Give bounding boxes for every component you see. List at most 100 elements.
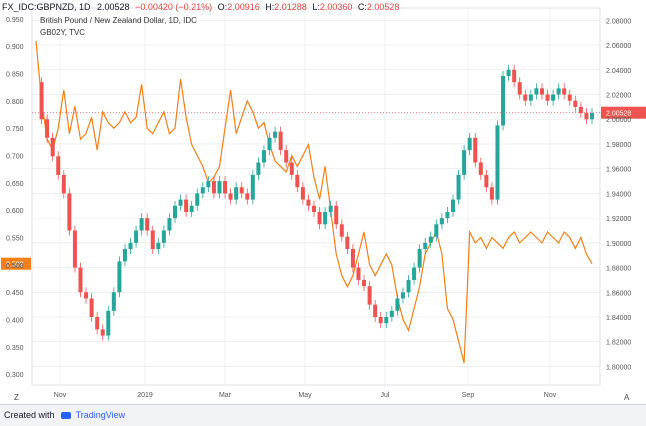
right-tick-label: 1.92000 [606,216,631,223]
candle-body [256,162,261,175]
right-tick-label: 2.08000 [606,18,631,25]
candle-body [384,317,389,324]
low-label: L: [312,2,320,12]
candle-body [106,310,111,336]
last-price: 2.00528 [97,2,130,12]
pair-name: British Pound / New Zealand Dollar, 1D, … [40,16,197,25]
high-label: H: [265,2,275,12]
grid [31,7,601,386]
candle-body [173,205,177,219]
candle-body [122,249,127,262]
right-tick-label: 2.04000 [606,68,631,75]
candle-body [84,292,89,299]
candle-body [161,230,166,243]
candle-body [217,181,222,194]
left-tick-label: 0.550 [6,235,24,242]
right-tick-label: 2.00000 [606,117,631,124]
left-tick-label: 0.500 [6,263,24,270]
right-tick-label: 1.86000 [606,290,631,297]
candle-body [373,304,378,318]
left-tick-label: 0.350 [6,345,24,352]
right-tick-label: 1.94000 [606,191,631,198]
candle-body [100,329,105,336]
candle-body [445,211,450,219]
candlestick-series [39,64,594,341]
candle-body [150,230,155,250]
zoom-button[interactable]: Z [14,393,19,402]
candle-body [167,218,172,231]
candle-body [89,298,94,318]
overlay-value-label: 0.502 [6,262,24,269]
symbol-title[interactable]: FX_IDC:GBPNZD, 1D [2,2,91,12]
left-tick-label: 0.300 [6,372,24,379]
candle-body [567,94,572,101]
candle-body [50,137,55,157]
auto-scale-button[interactable]: A [624,393,630,402]
candle-body [412,267,417,280]
candle-body [278,131,283,151]
x-tick-label: Mar [219,392,232,399]
low-value: 2.00360 [319,2,353,12]
candle-body [423,242,428,250]
right-tick-label: 1.84000 [606,315,631,322]
candle-body [534,88,539,95]
candle-body [145,218,150,231]
candle-body [467,137,472,151]
candle-body [56,156,61,175]
candle-body [573,100,578,107]
candle-body [356,267,361,280]
candle-body [484,174,489,188]
candle-body [556,88,561,95]
price-change: −0.00420 (−0.21%) [135,2,213,12]
left-tick-label: 0.650 [6,181,24,188]
x-tick-label: Nov [544,392,557,399]
candle-body [345,236,350,250]
candle-body [562,88,567,95]
close-label: C: [357,2,367,12]
candle-body [495,125,500,200]
created-with-label: Created with [4,410,55,420]
right-tick-label: 1.98000 [606,142,631,149]
candle-body [339,224,344,237]
candle-body [489,187,494,200]
x-tick-label: Nov [54,392,67,399]
overlay-value-tag [1,257,31,270]
candle-body [72,230,77,268]
candle-body [139,218,144,231]
candle-body [506,69,511,76]
candle-body [284,150,289,163]
candle-body [78,267,83,293]
right-tick-label: 1.82000 [606,340,631,347]
axes: 2.08000 2.06000 2.04000 2.02000 2.00000 1.980… [6,17,631,399]
overlay-series [35,40,593,364]
chart-header: FX_IDC:GBPNZD, 1D 2.00528 −0.00420 (−0.2… [2,2,399,12]
candle-body [367,286,372,305]
candle-body [134,230,139,243]
candle-body [189,205,194,212]
candle-body [306,199,311,206]
candle-body [462,150,467,175]
right-tick-label: 1.90000 [606,241,631,248]
left-tick-label: 0.700 [6,154,24,161]
candle-body [45,119,50,138]
candle-body [261,150,266,163]
left-tick-label: 0.800 [6,99,24,106]
candle-body [317,211,322,225]
candle-body [289,162,294,175]
candle-body [362,279,367,287]
tradingview-logo-icon [61,412,72,419]
overlay-name: GB02Y, TVC [40,28,86,37]
left-tick-label: 0.750 [6,126,24,133]
candle-body [456,174,461,200]
candle-body [578,106,583,114]
candle-body [434,224,439,237]
candle-body [389,310,394,318]
candle-body [406,279,411,293]
candle-body [584,113,589,120]
candle-body [117,261,122,293]
tradingview-link[interactable]: TradingView [75,410,126,420]
candle-body [512,69,517,83]
candle-body [61,174,66,194]
candle-body [39,82,44,120]
